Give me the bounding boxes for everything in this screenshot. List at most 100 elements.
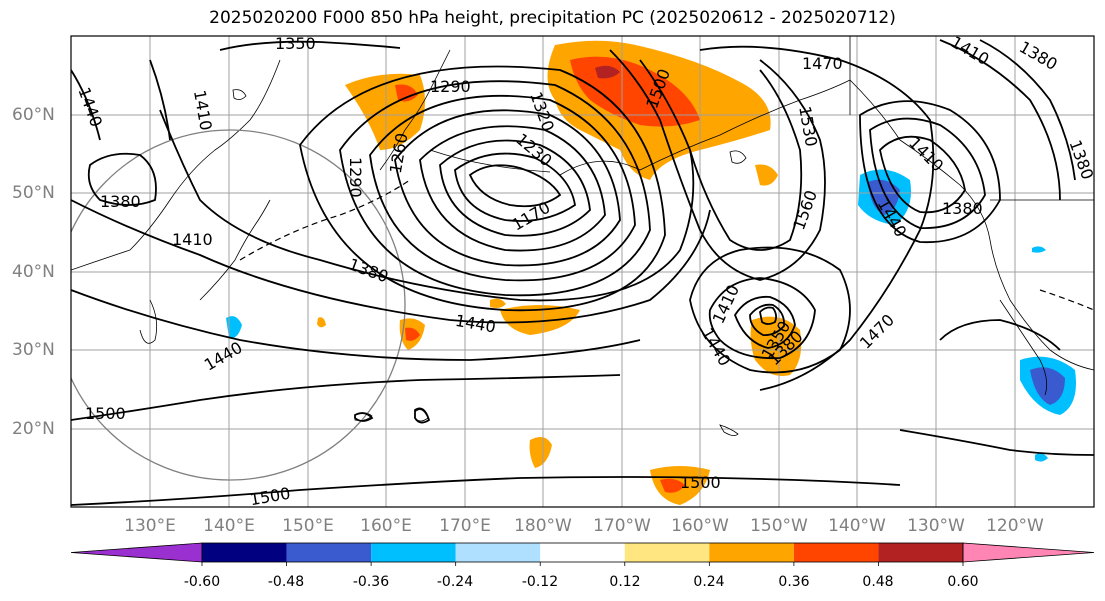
precip-area-central xyxy=(500,305,580,335)
contour-1500-w xyxy=(71,374,621,421)
contour-label: 1350 xyxy=(275,34,316,53)
island-hawaii xyxy=(719,424,739,436)
lon-tick: 150°E xyxy=(282,516,334,536)
precip-neg-small2 xyxy=(1035,453,1048,462)
lon-tick: 160°E xyxy=(360,516,412,536)
contour-label: 1230 xyxy=(512,130,555,171)
contour-label: 1440 xyxy=(454,311,497,337)
contour-1410-e xyxy=(708,277,816,360)
contour-label: 1560 xyxy=(789,188,821,233)
lon-tick: 170°E xyxy=(439,516,491,536)
lat-tick: 20°N xyxy=(12,419,55,439)
colorbar-tick: 0.60 xyxy=(947,574,978,590)
island-4 xyxy=(232,89,247,100)
contour-label: 1530 xyxy=(795,105,821,148)
colorbar-segment xyxy=(540,543,625,562)
contour-label: 1440 xyxy=(74,85,106,130)
contour-label: 1290 xyxy=(430,77,471,96)
precip-positive-shading xyxy=(317,40,802,505)
lon-tick: 170°W xyxy=(593,516,651,536)
precip-core-hawaii xyxy=(660,478,685,493)
contour-1380-w xyxy=(87,152,157,206)
coast-japan xyxy=(199,199,271,301)
contour-ridge-1530 xyxy=(609,49,826,281)
colorbar-tick: -0.24 xyxy=(437,574,473,590)
range-circle xyxy=(71,129,406,481)
contour-label: 1170 xyxy=(509,198,554,235)
contour-label: 1500 xyxy=(680,473,721,492)
precip-area-gulf xyxy=(755,164,778,186)
contour-1380-low xyxy=(733,295,796,349)
lat-tick: 40°N xyxy=(12,262,55,282)
precip-negative-shading xyxy=(226,169,1076,462)
lon-tick: 120°W xyxy=(986,516,1044,536)
coast-na-west xyxy=(849,79,1094,371)
precip-area-small1 xyxy=(490,298,506,308)
contour-1440-nw xyxy=(71,69,101,141)
contour-1470-e xyxy=(699,45,935,391)
lon-tick: 140°E xyxy=(203,516,255,536)
contour-1500-s xyxy=(71,476,901,506)
contour-small-1 xyxy=(354,412,374,422)
coast-aleutians xyxy=(429,149,551,173)
map-area: 1350 1290 1320 1500 1470 1410 1380 1440 … xyxy=(71,32,1098,507)
precip-area-small2 xyxy=(317,317,326,328)
precip-neg-small xyxy=(1032,246,1046,253)
contour-1440-ne xyxy=(859,100,1001,244)
precip-core-kamchatka xyxy=(395,84,418,102)
lon-tick: 130°W xyxy=(907,516,965,536)
contour-1320 xyxy=(369,94,636,282)
coastlines xyxy=(71,36,1094,436)
contour-1230 xyxy=(439,139,591,237)
lon-tick: 140°W xyxy=(828,516,886,536)
precip-core-dateline xyxy=(405,327,420,341)
lat-tick: 50°N xyxy=(12,183,55,203)
latitude-ticks: 60°N 50°N 40°N 30°N 20°N xyxy=(12,105,55,439)
colorbar-tick: -0.60 xyxy=(184,574,220,590)
coast-alaska xyxy=(559,79,851,176)
colorbar-outline xyxy=(201,542,964,563)
colorbar-segment xyxy=(70,542,203,563)
precip-neg-mexico-core xyxy=(1030,367,1065,405)
contour-1440-w xyxy=(71,199,711,324)
contour-label: 1410 xyxy=(190,89,216,132)
lon-tick: 160°W xyxy=(671,516,729,536)
colorbar-tick-labels: -0.60 -0.48 -0.36 -0.24 -0.12 0.12 0.24 … xyxy=(184,574,979,590)
colorbar-segment xyxy=(286,543,372,562)
colorbar-tick: 0.24 xyxy=(693,574,724,590)
contour-1350-top xyxy=(219,40,401,51)
precip-max-alaska xyxy=(595,65,620,79)
contour-1500-se xyxy=(899,429,1094,456)
height-contours xyxy=(71,39,1094,506)
contour-1410-w xyxy=(159,109,695,302)
contour-1440-e xyxy=(689,246,851,374)
colorbar-segment xyxy=(624,543,710,562)
precip-area-tropics xyxy=(529,436,552,468)
dashed-lines xyxy=(239,179,1094,311)
contour-label: 1380 xyxy=(346,255,391,287)
contour-label: 1500 xyxy=(85,404,126,423)
contour-label: 1380 xyxy=(100,192,141,211)
colorbar xyxy=(70,542,1095,566)
contour-small-2 xyxy=(414,407,431,424)
contour-1380-n xyxy=(299,65,666,312)
contour-labels: 1350 1290 1320 1500 1470 1410 1380 1440 … xyxy=(74,32,1098,507)
contour-1410-ne xyxy=(869,117,986,229)
dashed-line-1 xyxy=(239,179,411,261)
contour-1470-se xyxy=(939,319,1061,351)
contour-1380-ur xyxy=(979,39,1076,181)
colorbar-tick: 0.12 xyxy=(609,574,640,590)
contour-label: 1410 xyxy=(948,32,993,69)
lon-tick: 150°W xyxy=(750,516,808,536)
colorbar-segment xyxy=(202,543,287,562)
contour-1470-w xyxy=(71,289,641,361)
contour-1410-nw xyxy=(149,59,171,141)
island-3 xyxy=(729,150,747,164)
contour-label: 1410 xyxy=(905,133,947,175)
colorbar-segment xyxy=(878,543,963,562)
coast-korea xyxy=(139,299,158,344)
coast-baja xyxy=(999,299,1048,396)
contour-label: 1380 xyxy=(1066,137,1098,182)
contour-1410-ur xyxy=(939,39,1061,201)
